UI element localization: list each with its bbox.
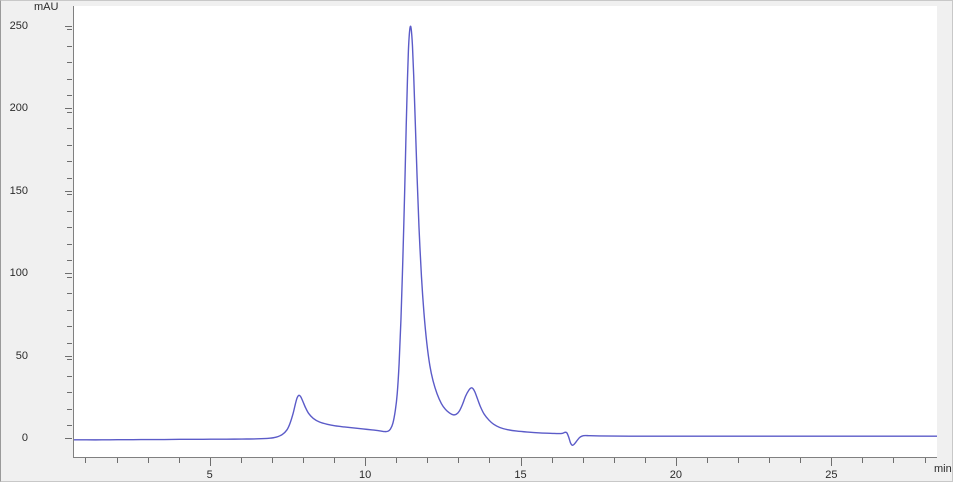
x-axis-minor-tick: [707, 458, 708, 463]
y-axis-tick-label: 0: [21, 432, 28, 445]
x-axis-minor-tick: [147, 458, 149, 463]
x-axis-major-tick: [209, 458, 211, 466]
x-axis-minor-tick: [427, 458, 429, 463]
y-axis-minor-tick: [67, 326, 72, 328]
x-axis-minor-tick: [613, 458, 615, 463]
x-axis-major-tick: [520, 458, 522, 466]
x-axis-minor-tick: [334, 458, 336, 463]
x-axis-tick-label: 15: [514, 469, 527, 481]
x-axis-unit-label: min: [934, 463, 952, 475]
x-axis-minor-tick: [582, 458, 584, 463]
x-axis-major-tick: [675, 458, 677, 466]
y-axis-tick-label: 100: [9, 267, 28, 280]
y-axis-minor-tick: [67, 128, 72, 130]
x-axis-minor-tick: [85, 458, 87, 463]
y-axis-tick-label: 200: [9, 102, 28, 115]
y-axis-major-tick: [65, 108, 72, 110]
y-axis-minor-tick: [67, 194, 72, 196]
chromatogram-trace-svg: [74, 25, 937, 447]
y-axis-tick-label: 250: [9, 19, 28, 32]
y-axis-minor-tick: [67, 408, 72, 410]
x-axis-tick-label: 20: [669, 469, 683, 481]
y-axis-minor-tick: [67, 45, 72, 47]
y-axis-tick-labels: 0 50 100 150 200 250: [1, 1, 72, 481]
x-axis-minor-tick: [302, 458, 304, 463]
y-axis-tick-label: 50: [15, 349, 28, 362]
y-axis-minor-tick: [67, 359, 72, 361]
x-axis-major-tick: [365, 458, 367, 466]
y-axis-minor-tick: [67, 392, 72, 393]
y-axis-minor-tick: [67, 29, 72, 31]
x-axis-minor-tick: [738, 458, 740, 463]
x-axis-tick-label: 25: [825, 469, 838, 481]
y-axis-major-tick: [65, 25, 72, 27]
y-axis-minor-tick: [67, 227, 72, 229]
y-axis-minor-tick: [67, 342, 72, 344]
y-axis-minor-tick: [67, 309, 72, 311]
y-axis-minor-tick: [67, 177, 72, 179]
x-axis-minor-tick: [800, 458, 802, 463]
x-axis-minor-tick: [893, 458, 895, 463]
x-axis-tick-label: 10: [359, 469, 372, 481]
x-axis-minor-tick: [240, 458, 242, 463]
y-axis-minor-tick: [67, 293, 72, 295]
uv-absorbance-trace: [74, 25, 937, 447]
x-axis-major-tick: [831, 458, 833, 466]
x-axis-tick-label: 5: [206, 469, 213, 481]
y-axis-minor-tick: [67, 95, 72, 97]
plot-area[interactable]: [73, 6, 937, 458]
y-axis-minor-tick: [67, 161, 72, 163]
x-axis-minor-tick: [458, 458, 460, 463]
x-axis-minor-tick: [924, 458, 926, 463]
y-axis-major-tick: [65, 190, 72, 192]
y-axis-minor-tick: [67, 78, 72, 80]
x-axis-minor-tick: [178, 458, 180, 463]
y-axis-minor-tick: [67, 276, 72, 278]
x-axis-minor-tick: [116, 458, 118, 463]
x-axis-minor-tick: [271, 458, 273, 463]
y-axis-minor-tick: [67, 243, 72, 245]
y-axis-major-tick: [65, 273, 72, 275]
x-axis-minor-tick: [862, 458, 864, 463]
x-axis-minor-tick: [769, 458, 771, 463]
y-axis-major-tick: [65, 355, 72, 357]
y-axis-minor-tick: [67, 62, 72, 64]
y-axis-minor-tick: [67, 111, 72, 113]
x-axis-minor-tick: [396, 458, 398, 463]
x-axis-minor-tick: [644, 458, 646, 463]
y-axis-minor-tick: [67, 144, 72, 146]
y-axis-minor-tick: [67, 375, 72, 377]
y-axis-unit-label: mAU: [34, 1, 59, 13]
y-axis-minor-tick: [67, 260, 72, 262]
y-axis-minor-tick: [67, 425, 72, 426]
y-axis-major-tick: [65, 438, 72, 440]
x-axis-minor-tick: [489, 458, 491, 463]
y-axis-minor-tick: [67, 210, 72, 212]
x-axis-minor-tick: [551, 458, 553, 463]
x-axis-tick-labels: 5 10 15 20 25: [1, 458, 952, 481]
y-axis-tick-label: 150: [9, 184, 28, 197]
